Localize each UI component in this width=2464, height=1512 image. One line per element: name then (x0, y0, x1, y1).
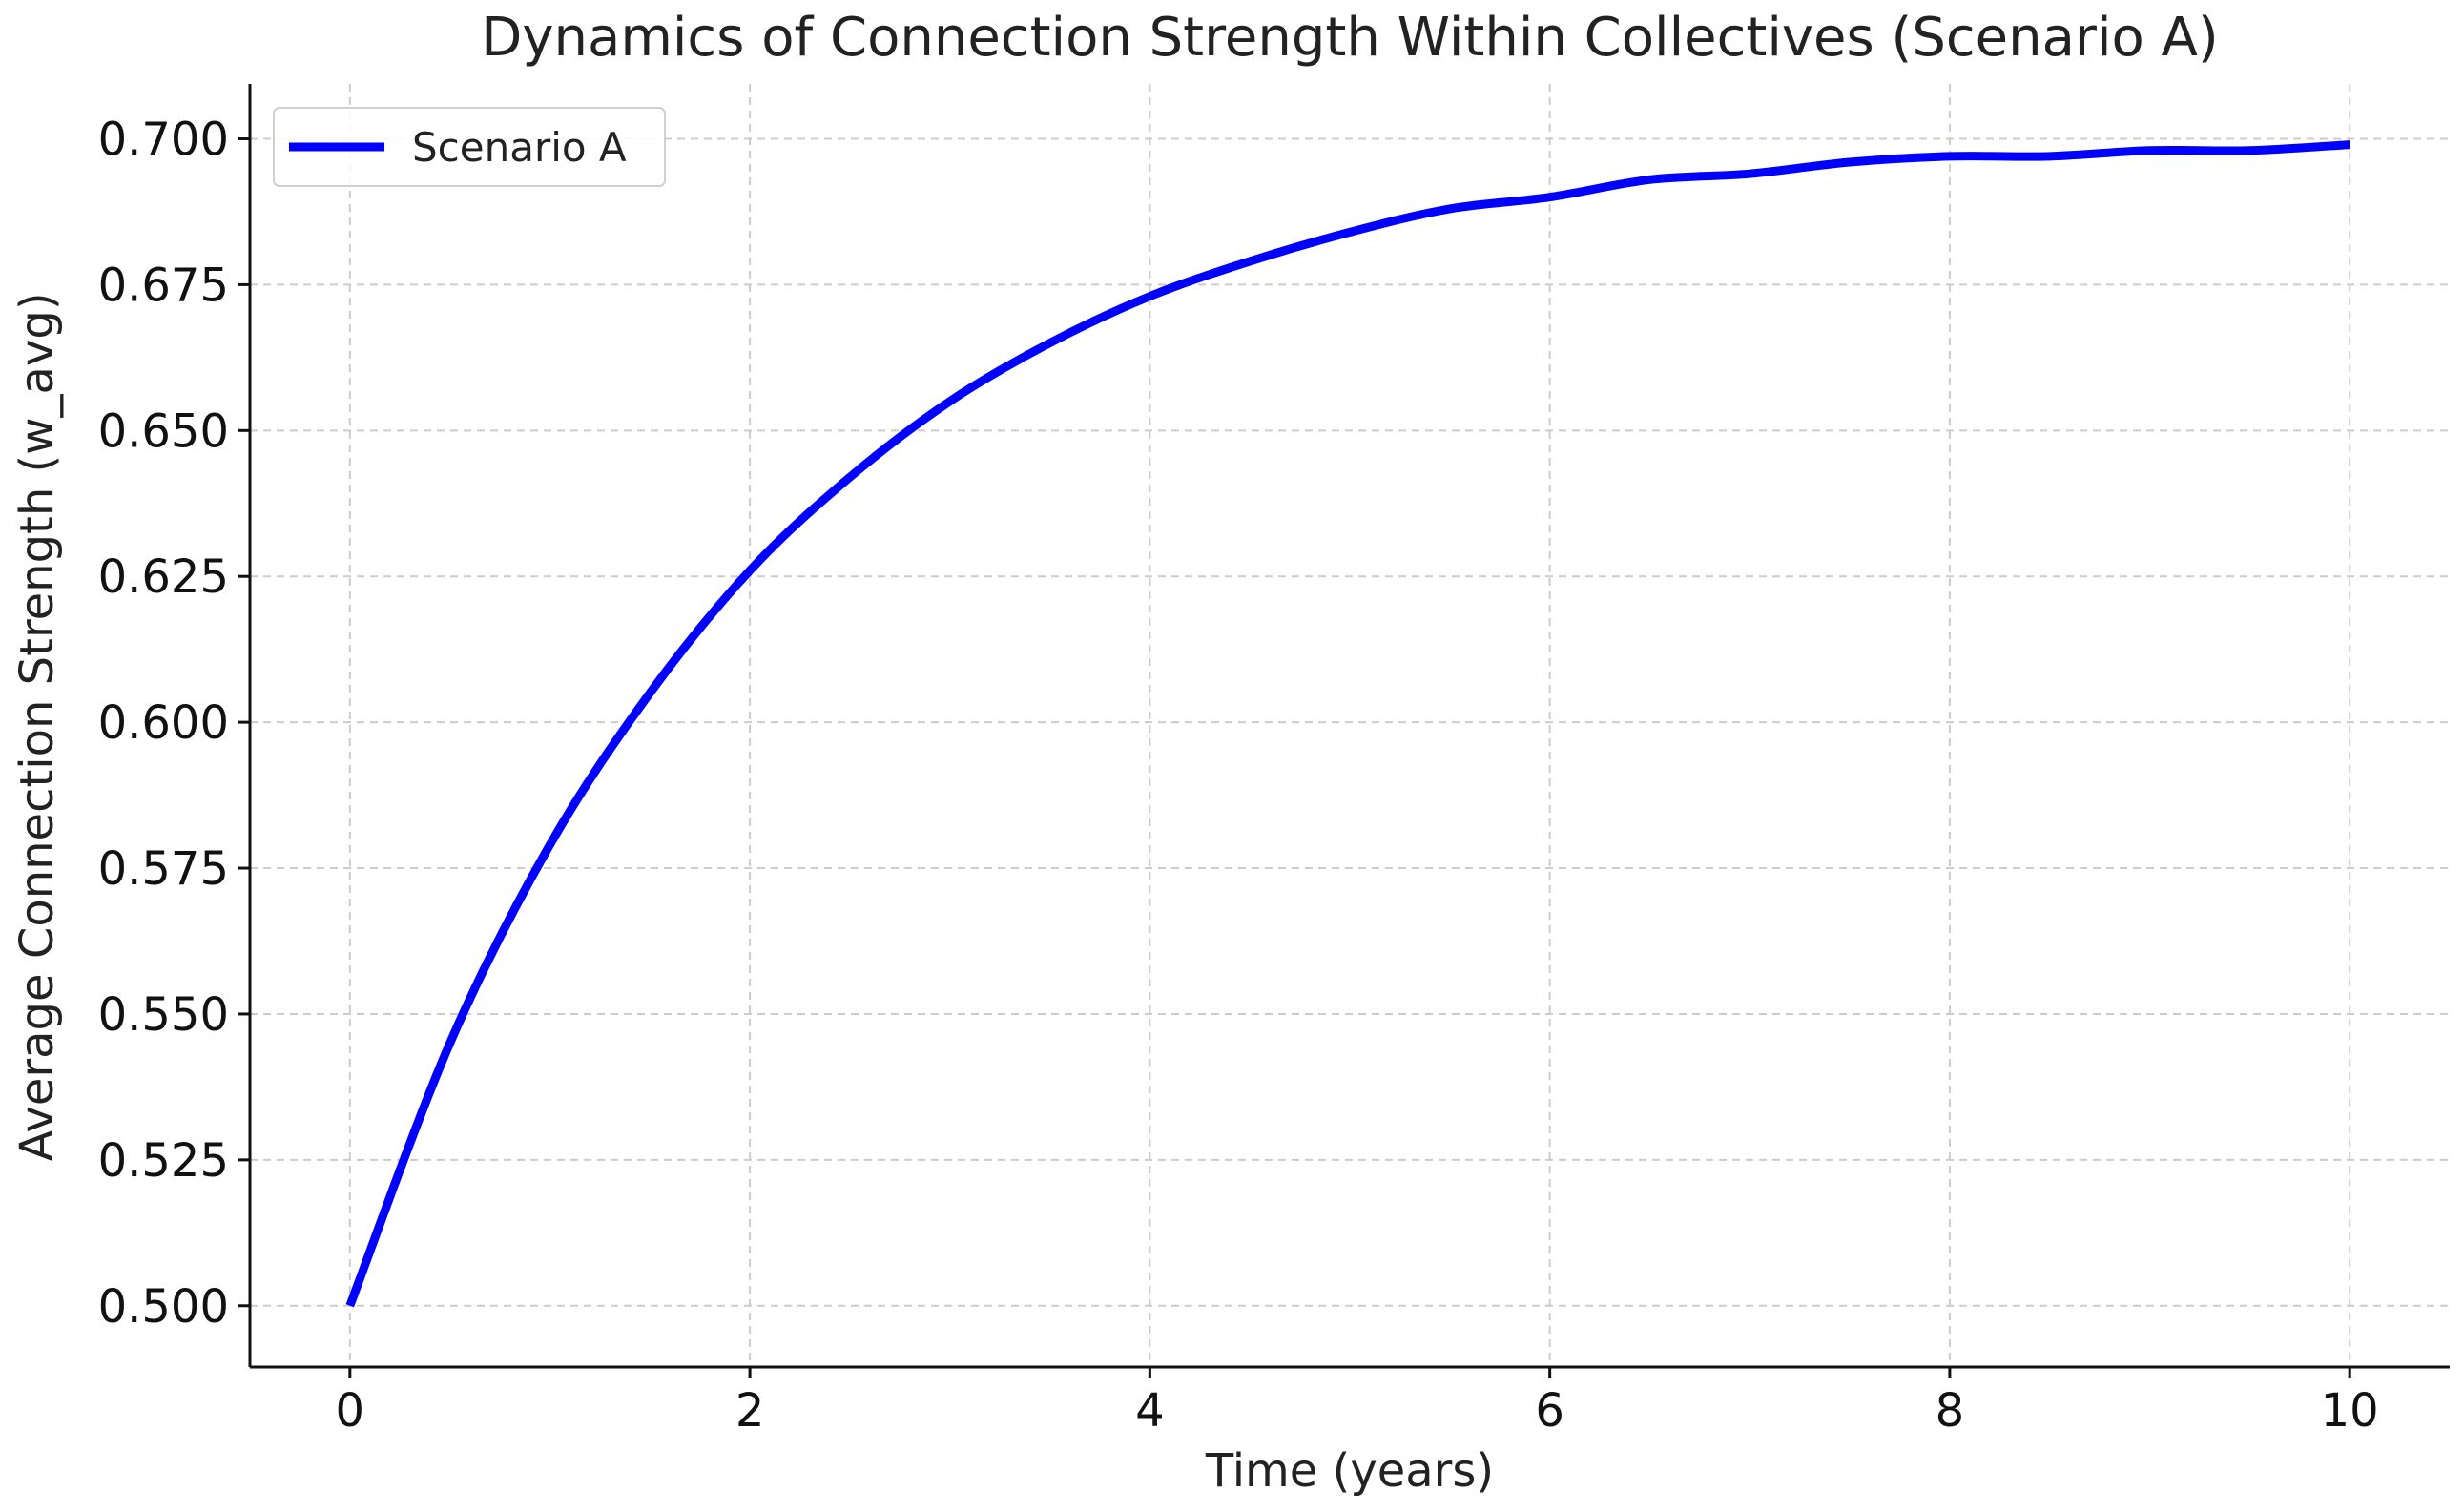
legend: Scenario A (273, 107, 666, 187)
x-tick-label-3: 6 (1535, 1384, 1564, 1438)
legend-label-0: Scenario A (412, 124, 627, 171)
chart-title: Dynamics of Connection Strength Within C… (481, 7, 2218, 69)
y-tick-label-3: 0.575 (98, 842, 229, 896)
y-axis-label: Average Connection Strength (w_avg) (10, 292, 64, 1161)
x-tick-label-5: 10 (2321, 1384, 2379, 1438)
grid-lines (250, 84, 2450, 1367)
y-tick-label-7: 0.675 (98, 259, 229, 312)
y-tick-label-8: 0.700 (98, 113, 229, 166)
y-tick-label-4: 0.600 (98, 696, 229, 750)
x-axis-label: Time (years) (1205, 1444, 1494, 1498)
x-tick-label-4: 8 (1936, 1384, 1965, 1438)
legend-box (273, 107, 666, 187)
x-tick-label-2: 4 (1135, 1384, 1165, 1438)
y-tick-label-2: 0.550 (98, 988, 229, 1042)
y-tick-label-5: 0.625 (98, 550, 229, 604)
y-tick-label-1: 0.525 (98, 1134, 229, 1188)
y-tick-label-0: 0.500 (98, 1280, 229, 1334)
series-line-0 (345, 140, 2350, 1308)
x-tick-label-0: 0 (336, 1384, 365, 1438)
axes: 0 2 4 6 8 10 0.500 0.525 0.550 0.575 0.600 0.625 0.6… (98, 84, 2450, 1438)
x-tick-label-1: 2 (735, 1384, 765, 1438)
series-layer (345, 140, 2350, 1308)
y-tick-label-6: 0.650 (98, 404, 229, 458)
